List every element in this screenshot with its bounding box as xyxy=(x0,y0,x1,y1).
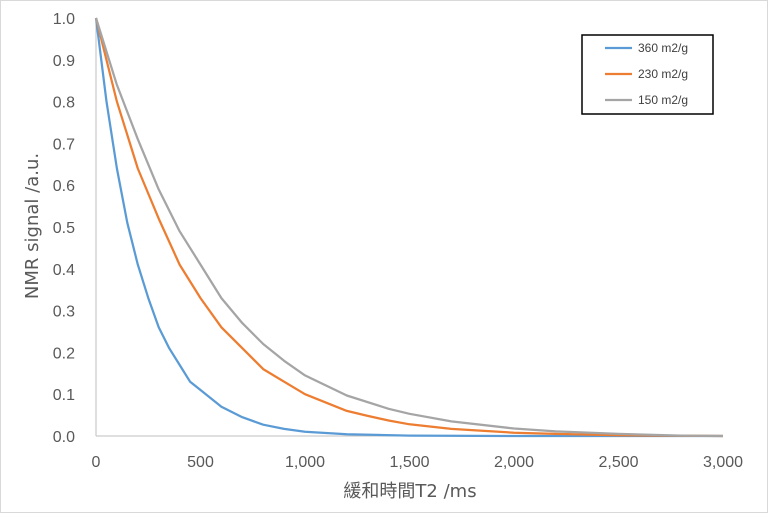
y-axis-tick-labels: 0.0 0.1 0.2 0.3 0.4 0.5 0.6 0.7 0.8 0.9 1.0 xyxy=(53,11,75,446)
y-tick-label: 0.5 xyxy=(53,220,75,237)
x-tick-label: 2,500 xyxy=(598,454,638,471)
legend-label: 230 m2/g xyxy=(638,67,688,81)
legend-box xyxy=(581,34,714,115)
y-tick-label: 0.8 xyxy=(53,95,75,112)
x-tick-label: 3,000 xyxy=(703,454,743,471)
series-line-230 xyxy=(94,17,724,438)
x-tick-label: 1,000 xyxy=(285,454,325,471)
x-tick-label: 2,000 xyxy=(494,454,534,471)
legend: 360 m2/g 230 m2/g 150 m2/g xyxy=(581,34,714,115)
y-axis-title: NMR signal /a.u. xyxy=(22,153,43,299)
x-axis-tick-labels: 0 500 1,000 1,500 2,000 2,500 3,000 xyxy=(92,454,744,471)
legend-label: 150 m2/g xyxy=(638,93,688,107)
x-tick-label: 0 xyxy=(92,454,101,471)
y-tick-label: 0.2 xyxy=(53,345,75,362)
series-line-360 xyxy=(94,17,723,438)
series-layer xyxy=(94,17,724,438)
y-tick-label: 0.1 xyxy=(53,387,75,404)
y-tick-label: 1.0 xyxy=(53,11,75,28)
y-tick-label: 0.0 xyxy=(53,429,75,446)
x-tick-label: 1,500 xyxy=(389,454,429,471)
y-tick-label: 0.6 xyxy=(53,178,75,195)
legend-label: 360 m2/g xyxy=(638,41,688,55)
y-tick-label: 0.7 xyxy=(53,136,75,153)
x-tick-label: 500 xyxy=(187,454,214,471)
y-tick-label: 0.4 xyxy=(53,262,75,279)
y-tick-label: 0.3 xyxy=(53,304,75,321)
y-tick-label: 0.9 xyxy=(53,53,75,70)
x-axis-title: 緩和時間T2 /ms xyxy=(343,481,476,502)
series-line-150 xyxy=(94,17,724,438)
plot-area xyxy=(94,17,724,438)
